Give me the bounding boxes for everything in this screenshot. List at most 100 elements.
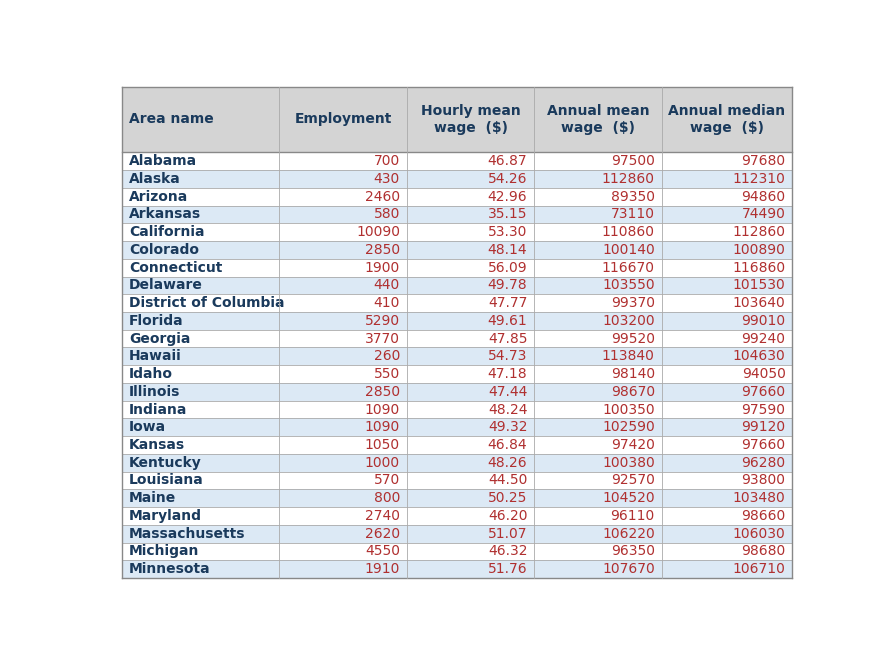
Text: 94050: 94050 <box>741 367 786 381</box>
Text: 103640: 103640 <box>732 296 786 310</box>
Text: 2460: 2460 <box>365 190 400 204</box>
Text: 100140: 100140 <box>602 243 655 257</box>
Text: 116670: 116670 <box>602 261 655 274</box>
Bar <box>122 153 792 170</box>
Text: 46.87: 46.87 <box>488 154 527 168</box>
Text: 106710: 106710 <box>732 562 786 576</box>
Text: 99120: 99120 <box>741 420 786 434</box>
Text: Iowa: Iowa <box>128 420 166 434</box>
Text: 96280: 96280 <box>741 456 786 470</box>
Text: Kansas: Kansas <box>128 438 185 452</box>
Text: 103200: 103200 <box>602 314 655 328</box>
Text: 104630: 104630 <box>732 349 786 363</box>
Text: 53.30: 53.30 <box>488 225 527 240</box>
Text: 99240: 99240 <box>741 332 786 345</box>
Text: Idaho: Idaho <box>128 367 173 381</box>
Text: California: California <box>128 225 204 240</box>
Text: 97500: 97500 <box>611 154 655 168</box>
Text: 106030: 106030 <box>732 526 786 541</box>
Text: 260: 260 <box>374 349 400 363</box>
Bar <box>122 259 792 276</box>
Text: 100350: 100350 <box>602 403 655 417</box>
Text: 42.96: 42.96 <box>488 190 527 204</box>
Text: 1050: 1050 <box>365 438 400 452</box>
Text: 800: 800 <box>374 492 400 505</box>
Text: Georgia: Georgia <box>128 332 190 345</box>
Text: 1900: 1900 <box>365 261 400 274</box>
Bar <box>122 294 792 312</box>
Text: 100890: 100890 <box>732 243 786 257</box>
Text: 3770: 3770 <box>365 332 400 345</box>
Text: 97420: 97420 <box>611 438 655 452</box>
Text: 106220: 106220 <box>602 526 655 541</box>
Text: Hourly mean
wage  ($): Hourly mean wage ($) <box>421 105 520 135</box>
Text: Arizona: Arizona <box>128 190 188 204</box>
Text: 47.85: 47.85 <box>488 332 527 345</box>
Text: 46.84: 46.84 <box>488 438 527 452</box>
Bar <box>122 205 792 223</box>
Text: 54.26: 54.26 <box>488 172 527 186</box>
Text: 97680: 97680 <box>741 154 786 168</box>
Text: 73110: 73110 <box>611 207 655 222</box>
Text: 10090: 10090 <box>356 225 400 240</box>
Text: Minnesota: Minnesota <box>128 562 211 576</box>
Text: Annual median
wage  ($): Annual median wage ($) <box>668 105 786 135</box>
Text: 4550: 4550 <box>365 544 400 559</box>
Text: 92570: 92570 <box>611 474 655 488</box>
Text: 103480: 103480 <box>732 492 786 505</box>
Text: Florida: Florida <box>128 314 184 328</box>
Text: 56.09: 56.09 <box>488 261 527 274</box>
Text: Michigan: Michigan <box>128 544 199 559</box>
Text: Delaware: Delaware <box>128 278 202 292</box>
Text: Maryland: Maryland <box>128 509 202 523</box>
Bar <box>122 454 792 472</box>
Text: Indiana: Indiana <box>128 403 187 417</box>
Text: 110860: 110860 <box>602 225 655 240</box>
Text: 1090: 1090 <box>365 403 400 417</box>
Text: 99010: 99010 <box>741 314 786 328</box>
Bar <box>122 436 792 454</box>
Bar <box>122 401 792 418</box>
Text: 50.25: 50.25 <box>488 492 527 505</box>
Text: Employment: Employment <box>294 113 392 126</box>
Text: 96110: 96110 <box>610 509 655 523</box>
Bar <box>122 418 792 436</box>
Text: 97590: 97590 <box>741 403 786 417</box>
Text: 89350: 89350 <box>611 190 655 204</box>
Bar <box>122 525 792 543</box>
Text: 1000: 1000 <box>365 456 400 470</box>
Text: 35.15: 35.15 <box>488 207 527 222</box>
Text: 98140: 98140 <box>611 367 655 381</box>
Text: 99520: 99520 <box>611 332 655 345</box>
Text: 48.24: 48.24 <box>488 403 527 417</box>
Text: 49.78: 49.78 <box>488 278 527 292</box>
Text: 54.73: 54.73 <box>488 349 527 363</box>
Text: 47.44: 47.44 <box>488 385 527 399</box>
Text: 104520: 104520 <box>602 492 655 505</box>
Bar <box>122 543 792 560</box>
Text: Kentucky: Kentucky <box>128 456 202 470</box>
Text: 49.61: 49.61 <box>488 314 527 328</box>
Text: 116860: 116860 <box>732 261 786 274</box>
Text: 2850: 2850 <box>365 385 400 399</box>
Bar <box>122 560 792 578</box>
Text: 47.77: 47.77 <box>488 296 527 310</box>
Bar <box>122 312 792 330</box>
Bar <box>122 170 792 188</box>
Text: 98660: 98660 <box>741 509 786 523</box>
Text: 49.32: 49.32 <box>488 420 527 434</box>
Bar <box>122 383 792 401</box>
Text: Massachusetts: Massachusetts <box>128 526 245 541</box>
Bar <box>122 87 792 153</box>
Bar <box>122 276 792 294</box>
Bar <box>122 330 792 347</box>
Text: 1910: 1910 <box>365 562 400 576</box>
Text: 97660: 97660 <box>741 385 786 399</box>
Text: 51.76: 51.76 <box>488 562 527 576</box>
Text: 700: 700 <box>374 154 400 168</box>
Bar <box>122 472 792 490</box>
Text: 440: 440 <box>374 278 400 292</box>
Text: 107670: 107670 <box>602 562 655 576</box>
Text: 102590: 102590 <box>602 420 655 434</box>
Text: 47.18: 47.18 <box>488 367 527 381</box>
